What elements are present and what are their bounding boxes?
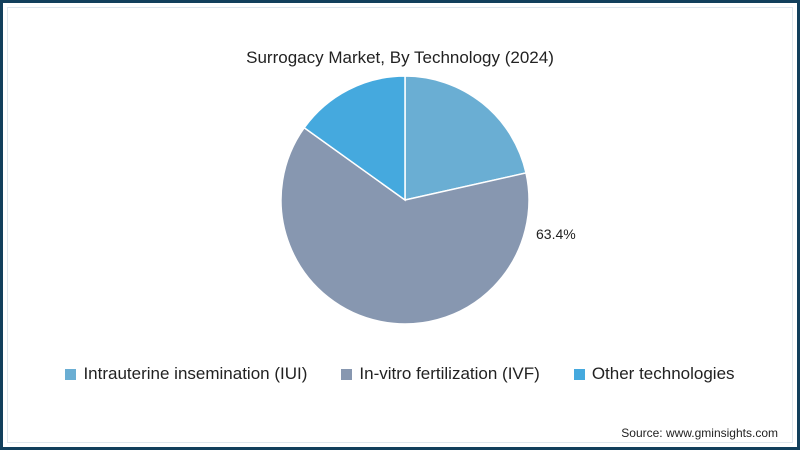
pie-slices bbox=[280, 75, 530, 325]
legend-item-iui: Intrauterine insemination (IUI) bbox=[65, 364, 307, 384]
legend-label-other: Other technologies bbox=[591, 364, 735, 383]
legend: Intrauterine insemination (IUI) In-vitro… bbox=[0, 364, 800, 384]
legend-label-ivf: In-vitro fertilization (IVF) bbox=[359, 364, 540, 383]
ivf-data-label: 63.4% bbox=[536, 226, 576, 242]
legend-swatch-ivf bbox=[341, 368, 353, 380]
pie-slice-ivf bbox=[280, 126, 530, 325]
legend-label-iui: Intrauterine insemination (IUI) bbox=[83, 364, 308, 383]
legend-swatch-other bbox=[573, 368, 585, 380]
pie-slice-other bbox=[303, 75, 406, 202]
legend-item-ivf: In-vitro fertilization (IVF) bbox=[341, 364, 540, 384]
legend-swatch-iui bbox=[65, 368, 77, 380]
source-note: Source: www.gminsights.com bbox=[621, 426, 778, 440]
chart-title: Surrogacy Market, By Technology (2024) bbox=[246, 48, 554, 67]
inner-border bbox=[7, 7, 793, 443]
legend-item-other: Other technologies bbox=[573, 364, 735, 384]
pie-slice-iui bbox=[404, 75, 527, 201]
